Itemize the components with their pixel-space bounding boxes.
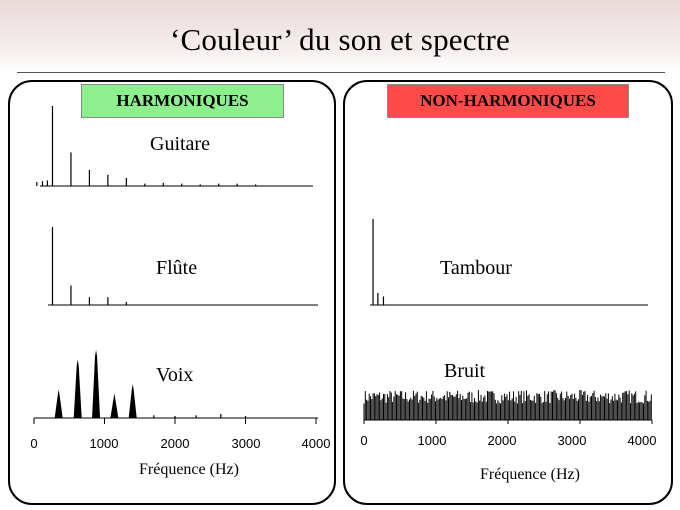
- right-tick-4000: 4000: [627, 433, 657, 448]
- left-tick-2000: 2000: [160, 436, 190, 451]
- guitar-label: Guitare: [150, 133, 210, 155]
- left-tick-3000: 3000: [231, 436, 261, 451]
- spectrum-peak: [110, 393, 119, 418]
- harmonic-tag: HARMONIQUES: [81, 84, 284, 118]
- spectrum-peak: [73, 359, 82, 418]
- slide-title: ‘Couleur’ du son et spectre: [170, 22, 510, 57]
- non-harmonic-tag: NON-HARMONIQUES: [387, 84, 629, 118]
- left-tick-4000: 4000: [301, 436, 331, 451]
- right-x-axis-label: Fréquence (Hz): [480, 466, 580, 483]
- noise-label: Bruit: [444, 360, 486, 382]
- slide-header: [0, 0, 680, 72]
- spectrum-peak: [128, 384, 137, 418]
- right-tick-2000: 2000: [487, 433, 517, 448]
- left-x-axis-label: Fréquence (Hz): [139, 461, 239, 478]
- title-divider: [17, 72, 665, 73]
- right-tick-1000: 1000: [417, 433, 447, 448]
- left-tick-1000: 1000: [89, 436, 119, 451]
- harmonic-panel: [8, 80, 336, 505]
- spectrum-peak: [54, 389, 63, 418]
- right-tick-0: 0: [360, 433, 368, 448]
- drum-label: Tambour: [440, 257, 512, 279]
- flute-label: Flûte: [156, 257, 198, 279]
- spectrum-peak: [92, 350, 101, 418]
- voice-label: Voix: [156, 364, 194, 386]
- right-tick-3000: 3000: [557, 433, 587, 448]
- left-tick-0: 0: [30, 436, 38, 451]
- non-harmonic-panel: [343, 80, 673, 505]
